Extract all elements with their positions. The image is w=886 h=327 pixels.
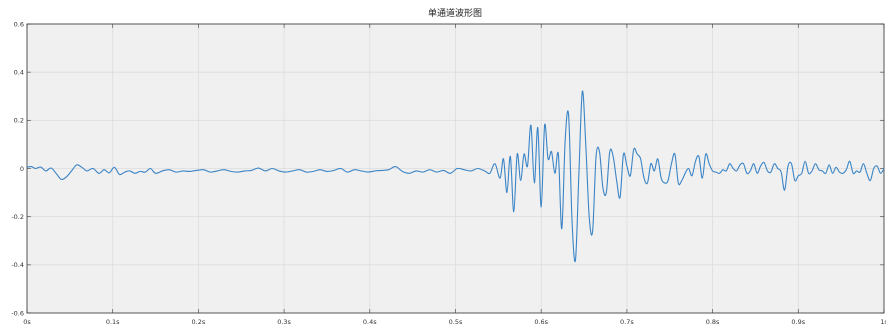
x-tick-label: 0.4s [363, 318, 377, 326]
y-tick-label: -0.6 [11, 309, 24, 317]
series-line [26, 90, 885, 263]
x-tick-label: 0s [23, 318, 31, 326]
x-tick-label: 0.3s [277, 318, 291, 326]
tick-labels: 0s 0.1s 0.2s 0.3s 0.4s 0.5s 0.6s 0.7s 0.8s 0.9s 1s… [11, 20, 886, 326]
y-tick-label: 0 [20, 165, 24, 173]
x-tick-label: 0.1s [106, 318, 120, 326]
x-tick-label: 0.6s [534, 318, 548, 326]
x-tick-label: 1s [880, 318, 886, 326]
y-tick-label: 0.2 [14, 117, 24, 125]
x-tick-label: 0.8s [706, 318, 720, 326]
y-tick-label: 0.6 [14, 20, 24, 28]
x-tick-label: 0.7s [620, 318, 634, 326]
chart-title: 单通道波形图 [428, 7, 482, 19]
x-tick-label: 0.2s [192, 318, 206, 326]
x-tick-label: 0.5s [449, 318, 463, 326]
y-tick-label: 0.4 [14, 68, 24, 76]
series-layer [26, 90, 885, 263]
y-tick-label: -0.4 [11, 261, 24, 269]
y-tick-label: -0.2 [11, 213, 24, 221]
x-tick-label: 0.9s [791, 318, 805, 326]
